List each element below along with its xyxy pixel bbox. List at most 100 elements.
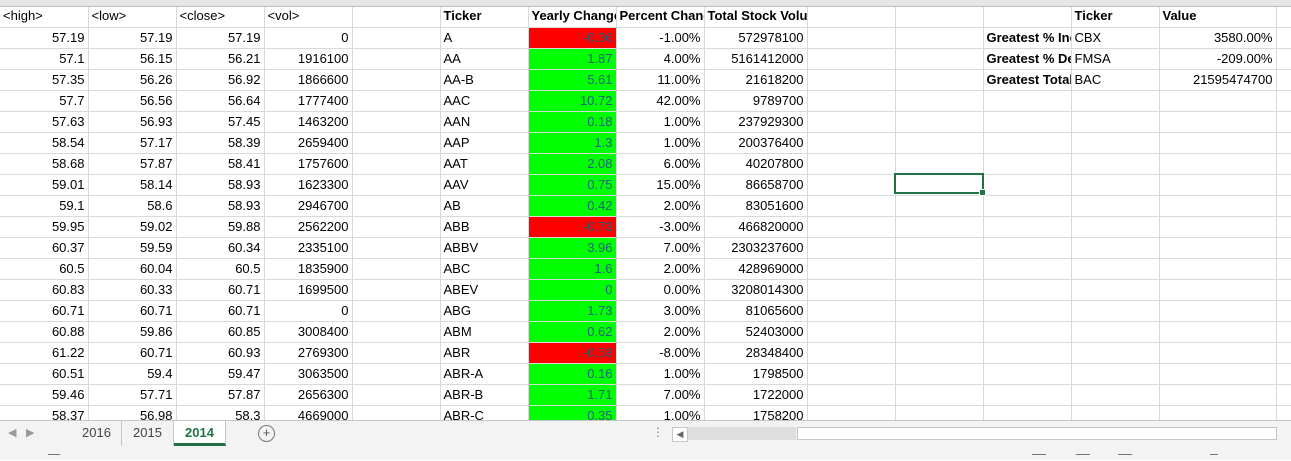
cell-close[interactable]: 58.3 — [176, 405, 265, 420]
cell-blank4[interactable] — [1276, 195, 1291, 217]
page-break-icon[interactable] — [1118, 454, 1132, 461]
cell-blank3[interactable] — [895, 48, 984, 70]
spreadsheet-grid[interactable]: <high> <low> <close> <vol> Ticker Yearly Chan… — [0, 0, 1291, 420]
column-header-strip[interactable] — [0, 0, 1291, 7]
cell-blank3[interactable] — [895, 405, 984, 420]
cell-ticker[interactable]: AA — [440, 48, 529, 70]
cell-summary-label[interactable] — [983, 300, 1072, 322]
cell-blank2[interactable] — [807, 153, 896, 175]
header-cell-blank1[interactable] — [352, 6, 441, 28]
cell-ticker[interactable]: ABC — [440, 258, 529, 280]
cell-pct[interactable]: -3.00% — [616, 216, 705, 238]
cell-vol[interactable]: 3008400 — [264, 321, 353, 343]
cell-low[interactable]: 59.86 — [88, 321, 177, 343]
cell-yearly[interactable]: 10.72 — [528, 90, 617, 112]
cell-summary-value[interactable] — [1159, 111, 1277, 133]
cell-pct[interactable]: 42.00% — [616, 90, 705, 112]
cell-close[interactable]: 60.71 — [176, 279, 265, 301]
cell-blank3[interactable] — [895, 153, 984, 175]
cell-summary-ticker[interactable] — [1071, 174, 1160, 196]
more-options-icon[interactable]: ⋮ — [652, 425, 664, 439]
cell-summary-label[interactable] — [983, 258, 1072, 280]
cell-high[interactable]: 57.7 — [0, 90, 89, 112]
cell-low[interactable]: 57.17 — [88, 132, 177, 154]
cell-blank4[interactable] — [1276, 405, 1291, 420]
cell-high[interactable]: 60.5 — [0, 258, 89, 280]
cell-high[interactable]: 60.83 — [0, 279, 89, 301]
cell-summary-value[interactable] — [1159, 279, 1277, 301]
cell-pct[interactable]: 7.00% — [616, 384, 705, 406]
cell-ticker[interactable]: AA-B — [440, 69, 529, 91]
cell-ticker[interactable]: AAV — [440, 174, 529, 196]
cell-low[interactable]: 56.26 — [88, 69, 177, 91]
cell-blank4[interactable] — [1276, 111, 1291, 133]
cell-yearly[interactable]: 1.71 — [528, 384, 617, 406]
cell-blank3[interactable] — [895, 300, 984, 322]
cell-blank3[interactable] — [895, 384, 984, 406]
cell-summary-ticker[interactable] — [1071, 300, 1160, 322]
cell-summary-ticker[interactable] — [1071, 363, 1160, 385]
cell-summary-value[interactable] — [1159, 384, 1277, 406]
cell-vol[interactable]: 2769300 — [264, 342, 353, 364]
cell-high[interactable]: 57.35 — [0, 69, 89, 91]
cell-blank3[interactable] — [895, 258, 984, 280]
cell-pct[interactable]: 7.00% — [616, 237, 705, 259]
cell-volume[interactable]: 40207800 — [704, 153, 808, 175]
cell-yearly[interactable]: -0.36 — [528, 27, 617, 49]
cell-summary-value[interactable]: 21595474700 — [1159, 69, 1277, 91]
cell-yearly[interactable]: 0.16 — [528, 363, 617, 385]
cell-volume[interactable]: 1758200 — [704, 405, 808, 420]
header-cell-ticker[interactable]: Ticker — [440, 6, 529, 28]
cell-yearly[interactable]: 0.35 — [528, 405, 617, 420]
cell-high[interactable]: 60.51 — [0, 363, 89, 385]
cell-summary-label[interactable] — [983, 363, 1072, 385]
cell-summary-ticker[interactable] — [1071, 111, 1160, 133]
cell-low[interactable]: 60.33 — [88, 279, 177, 301]
cell-close[interactable]: 58.93 — [176, 174, 265, 196]
cell-ticker[interactable]: ABB — [440, 216, 529, 238]
cell-blank2[interactable] — [807, 237, 896, 259]
cell-volume[interactable]: 572978100 — [704, 27, 808, 49]
cell-blank1[interactable] — [352, 279, 441, 301]
cell-summary-value[interactable] — [1159, 237, 1277, 259]
header-cell-vol[interactable]: <vol> — [264, 6, 353, 28]
cell-volume[interactable]: 2303237600 — [704, 237, 808, 259]
cell-volume[interactable]: 81065600 — [704, 300, 808, 322]
cell-vol[interactable]: 1757600 — [264, 153, 353, 175]
cell-summary-ticker[interactable] — [1071, 216, 1160, 238]
cell-close[interactable]: 57.45 — [176, 111, 265, 133]
cell-close[interactable]: 57.19 — [176, 27, 265, 49]
cell-summary-label[interactable]: Greatest % Increase — [983, 27, 1072, 49]
cell-volume[interactable]: 1722000 — [704, 384, 808, 406]
cell-blank1[interactable] — [352, 300, 441, 322]
cell-summary-ticker[interactable] — [1071, 321, 1160, 343]
horizontal-scrollbar-track[interactable] — [688, 427, 796, 440]
cell-volume[interactable]: 237929300 — [704, 111, 808, 133]
cell-summary-label[interactable] — [983, 90, 1072, 112]
cell-blank3[interactable] — [895, 132, 984, 154]
cell-blank3[interactable] — [895, 90, 984, 112]
cell-vol[interactable]: 4669000 — [264, 405, 353, 420]
cell-yearly[interactable]: 1.3 — [528, 132, 617, 154]
cell-pct[interactable]: 0.00% — [616, 279, 705, 301]
cell-yearly[interactable]: -0.53 — [528, 342, 617, 364]
cell-high[interactable]: 59.1 — [0, 195, 89, 217]
cell-close[interactable]: 58.39 — [176, 132, 265, 154]
cell-blank4[interactable] — [1276, 342, 1291, 364]
scroll-left-button[interactable]: ◀ — [672, 427, 688, 442]
cell-yearly[interactable]: 0 — [528, 279, 617, 301]
cell-pct[interactable]: 1.00% — [616, 132, 705, 154]
cell-pct[interactable]: 2.00% — [616, 321, 705, 343]
cell-summary-ticker[interactable] — [1071, 279, 1160, 301]
cell-blank2[interactable] — [807, 258, 896, 280]
cell-summary-ticker[interactable]: CBX — [1071, 27, 1160, 49]
cell-blank3[interactable] — [895, 237, 984, 259]
header-cell-close[interactable]: <close> — [176, 6, 265, 28]
cell-summary-label[interactable] — [983, 279, 1072, 301]
cell-summary-ticker[interactable] — [1071, 153, 1160, 175]
cell-blank3[interactable] — [895, 195, 984, 217]
cell-blank1[interactable] — [352, 132, 441, 154]
zoom-out-icon[interactable] — [1210, 454, 1218, 461]
cell-high[interactable]: 57.19 — [0, 27, 89, 49]
sheet-tab-2015[interactable]: 2015 — [122, 421, 174, 446]
